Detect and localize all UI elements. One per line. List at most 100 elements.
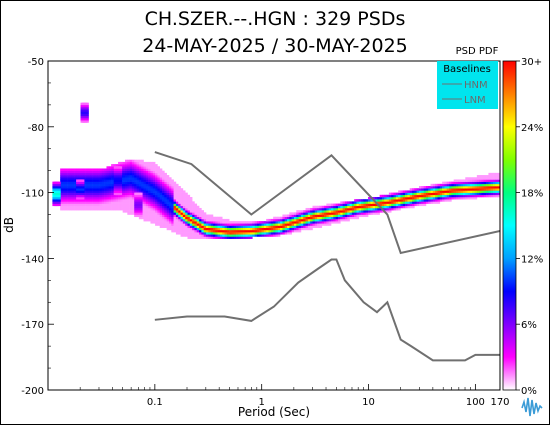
- pdf-cell: [303, 210, 306, 213]
- pdf-cell: [182, 216, 186, 220]
- pdf-cell: [437, 183, 441, 187]
- pdf-cell: [143, 216, 147, 220]
- pdf-cluster-cell: [57, 192, 61, 196]
- pdf-cell: [465, 181, 468, 185]
- pdf-cell: [368, 212, 371, 215]
- pdf-cell: [277, 232, 281, 235]
- pdf-cell: [69, 168, 73, 171]
- pdf-cell: [344, 218, 348, 222]
- pdf-cell: [138, 172, 142, 176]
- pdf-cell: [282, 221, 286, 224]
- pdf-cell: [136, 172, 140, 176]
- pdf-cell: [127, 181, 130, 185]
- pdf-cell: [481, 177, 485, 180]
- pdf-cell: [347, 203, 350, 207]
- pdf-cell: [104, 199, 107, 202]
- pdf-cell: [118, 194, 121, 198]
- pdf-cell: [421, 188, 424, 191]
- pdf-cell: [358, 199, 362, 202]
- pdf-cell: [201, 218, 204, 222]
- pdf-cell: [215, 227, 218, 231]
- pdf-cell: [280, 229, 283, 233]
- pdf-cluster-cell: [139, 201, 143, 204]
- pdf-cell: [85, 188, 89, 191]
- pdf-cell: [83, 170, 86, 174]
- pdf-cell: [266, 225, 269, 228]
- pdf-cell: [62, 207, 66, 211]
- pdf-cell: [384, 205, 387, 209]
- pdf-cell: [173, 225, 177, 228]
- pdf-cell: [148, 192, 151, 196]
- pdf-cell: [182, 212, 186, 215]
- pdf-cell: [155, 214, 158, 218]
- pdf-cell: [425, 190, 429, 193]
- pdf-cell: [416, 192, 420, 196]
- pdf-cell: [185, 210, 188, 213]
- pdf-cell: [189, 223, 193, 226]
- pdf-cell: [150, 186, 154, 189]
- pdf-cell: [219, 225, 223, 228]
- pdf-cell: [388, 196, 392, 200]
- pdf-cell: [175, 232, 179, 235]
- pdf-cell: [87, 183, 91, 187]
- pdf-cell: [451, 192, 454, 196]
- pdf-cell: [287, 221, 290, 224]
- pdf-cluster-cell: [139, 212, 143, 215]
- pdf-cell: [451, 183, 454, 187]
- pdf-cell: [111, 170, 114, 174]
- pdf-cell: [168, 179, 172, 182]
- pdf-cell: [474, 190, 478, 193]
- pdf-cell: [363, 212, 367, 215]
- pdf-cell: [67, 168, 70, 171]
- pdf-cell: [159, 221, 163, 224]
- pdf-cell: [199, 221, 202, 224]
- pdf-cell: [173, 186, 177, 189]
- pdf-cell: [361, 201, 364, 204]
- pdf-cell: [210, 227, 214, 231]
- pdf-cell: [412, 192, 415, 196]
- pdf-cell: [254, 229, 258, 233]
- pdf-cell: [69, 201, 73, 204]
- pdf-cell: [162, 192, 165, 196]
- pdf-cell: [118, 196, 121, 200]
- pdf-cell: [490, 177, 494, 180]
- pdf-cell: [236, 221, 239, 224]
- pdf-cell: [486, 186, 489, 189]
- pdf-cell: [127, 194, 130, 198]
- pdf-cell: [215, 236, 218, 239]
- pdf-cell: [90, 170, 93, 174]
- pdf-cell: [446, 190, 450, 193]
- pdf-cluster-cell: [118, 166, 123, 169]
- pdf-cell: [104, 170, 107, 174]
- pdf-cell: [148, 214, 151, 218]
- pdf-cell: [277, 229, 281, 233]
- pdf-cluster-cell: [81, 192, 85, 196]
- pdf-cell: [71, 175, 75, 178]
- pdf-cell: [145, 194, 149, 198]
- pdf-cell: [444, 183, 448, 187]
- pdf-cell: [171, 179, 174, 182]
- pdf-cell: [268, 225, 272, 228]
- pdf-cell: [62, 205, 66, 209]
- pdf-cell: [120, 199, 123, 202]
- pdf-cell: [111, 192, 114, 196]
- pdf-cell: [189, 199, 193, 202]
- pdf-cell: [106, 179, 110, 182]
- pdf-cell: [152, 216, 156, 220]
- pdf-cell: [152, 199, 156, 202]
- pdf-cell: [462, 179, 466, 182]
- pdf-cell: [437, 201, 441, 204]
- pdf-cell: [155, 210, 158, 213]
- pdf-cell: [131, 172, 135, 176]
- pdf-cell: [194, 227, 198, 231]
- pdf-cell: [164, 221, 167, 224]
- pdf-cell: [395, 199, 399, 202]
- pdf-cell: [199, 223, 202, 226]
- pdf-cell: [175, 218, 179, 222]
- pdf-cell: [238, 221, 242, 224]
- pdf-cell: [303, 212, 306, 215]
- pdf-cell: [280, 227, 283, 231]
- pdf-cell: [486, 194, 489, 198]
- pdf-cell: [173, 188, 177, 191]
- pdf-cell: [101, 205, 105, 209]
